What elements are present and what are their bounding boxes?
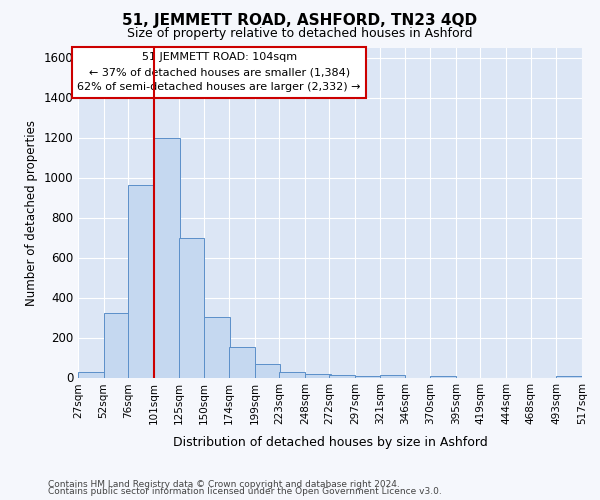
Bar [104, 312, 130, 378]
Text: 51, JEMMETT ROAD, ASHFORD, TN23 4QD: 51, JEMMETT ROAD, ASHFORD, TN23 4QD [122, 12, 478, 28]
Bar [154, 138, 179, 378]
Bar [128, 184, 154, 378]
Bar [556, 376, 582, 378]
Bar [254, 364, 280, 378]
Bar [204, 316, 230, 378]
Bar [229, 346, 254, 378]
Bar [355, 376, 381, 378]
Bar [329, 374, 355, 378]
Bar [78, 372, 104, 378]
Bar [380, 374, 406, 378]
Y-axis label: Number of detached properties: Number of detached properties [25, 120, 38, 306]
Text: Contains HM Land Registry data © Crown copyright and database right 2024.: Contains HM Land Registry data © Crown c… [48, 480, 400, 489]
Bar [430, 376, 456, 378]
Text: 51 JEMMETT ROAD: 104sqm
← 37% of detached houses are smaller (1,384)
62% of semi: 51 JEMMETT ROAD: 104sqm ← 37% of detache… [77, 52, 361, 92]
Bar [305, 374, 331, 378]
Text: Size of property relative to detached houses in Ashford: Size of property relative to detached ho… [127, 28, 473, 40]
Text: Contains public sector information licensed under the Open Government Licence v3: Contains public sector information licen… [48, 488, 442, 496]
Bar [179, 238, 204, 378]
Bar [279, 372, 305, 378]
X-axis label: Distribution of detached houses by size in Ashford: Distribution of detached houses by size … [173, 436, 487, 448]
